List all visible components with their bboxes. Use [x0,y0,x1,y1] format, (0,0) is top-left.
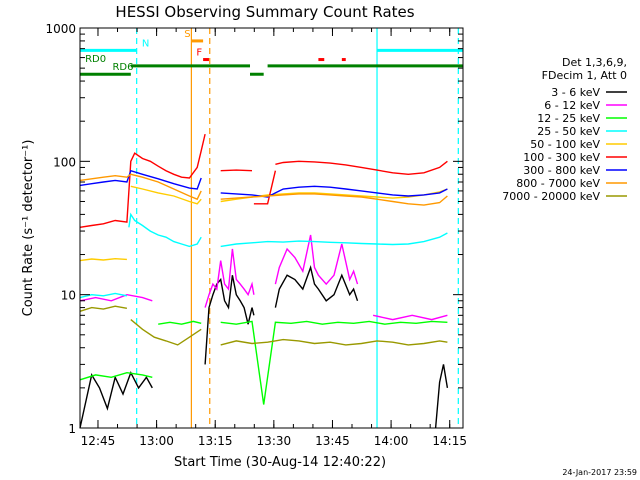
legend: Det 1,3,6,9, FDecim 1, Att 0 3 - 6 keV6 … [502,56,627,203]
x-tick-label-3: 13:30 [257,434,292,448]
series-1-segment-1 [204,248,255,308]
series-5-segment-3 [275,160,448,176]
state-marker-label-0: N [142,38,149,49]
series-4-segment-0 [79,257,127,262]
legend-label-6: 300 - 800 keV [523,164,600,177]
series-1-segment-0 [79,293,153,302]
state-marker-label-8: RD6 [112,62,133,73]
y-tick-label-0: 1 [68,422,76,436]
series-3-segment-2 [220,232,448,248]
x-axis-label: Start Time (30-Aug-14 12:40:22) [174,455,386,470]
series-2-segment-2 [220,320,448,405]
x-tick-label-4: 13:45 [315,434,350,448]
series-5-segment-0 [79,133,206,228]
legend-header-line-1: Det 1,3,6,9, [562,56,627,69]
x-tick-label-2: 13:15 [198,434,233,448]
y-tick-label-2: 100 [53,155,76,169]
series-5-segment-2 [253,170,277,205]
series-1-segment-2 [274,234,359,286]
state-marker-label-6: RD0 [85,54,106,65]
legend-label-7: 800 - 7000 keV [516,177,600,190]
legend-label-3: 25 - 50 keV [537,125,600,138]
series-8-segment-1 [130,319,202,346]
x-tick-label-0: 12:45 [81,434,116,448]
vertical-event-lines [136,28,459,428]
legend-label-5: 100 - 300 keV [523,151,600,164]
series-1-segment-3 [372,314,448,321]
legend-label-8: 7000 - 20000 keV [502,190,600,203]
series-2-segment-0 [79,371,153,381]
series-3-segment-0 [79,292,128,299]
x-axis: 12:45 13:00 13:15 13:30 13:45 14:00 14:15 [81,28,467,448]
state-marker-label-3: F [196,48,202,59]
series-3-segment-1 [128,212,202,248]
y-tick-label-1: 10 [61,289,76,303]
series-0-segment-3 [434,364,449,429]
series-8-segment-2 [220,338,448,346]
legend-label-0: 3 - 6 keV [551,86,600,99]
chart-title: HESSI Observing Summary Count Rates [115,3,414,21]
series-0-segment-1 [204,275,255,365]
state-markers: N SF RD0 RD6 [80,29,463,76]
series-5-segment-1 [220,169,253,172]
series-group [79,133,449,429]
series-2-segment-1 [158,320,202,325]
series-8-segment-0 [79,305,128,312]
legend-label-4: 50 - 100 keV [530,138,600,151]
series-7-segment-1 [220,193,448,206]
y-tick-label-3: 1000 [45,22,76,36]
x-tick-label-1: 13:00 [139,434,174,448]
y-axis: 1 10 100 1000 [45,22,463,436]
y-axis-label: Count Rate (s⁻¹ detector⁻¹) [21,140,36,317]
plot-frame [79,27,464,429]
series-4-segment-1 [130,185,202,205]
legend-label-2: 12 - 25 keV [537,112,600,125]
series-6-segment-0 [79,169,202,190]
legend-label-1: 6 - 12 keV [544,99,600,112]
x-tick-label-6: 14:15 [432,434,467,448]
legend-header-line-2: FDecim 1, Att 0 [542,69,627,82]
footer-date: 24-Jan-2017 23:59 [562,468,637,477]
x-tick-label-5: 14:00 [374,434,409,448]
series-0-segment-0 [79,370,153,429]
series-0-segment-2 [274,265,359,308]
state-marker-label-2: S [184,29,190,40]
series-7-segment-0 [79,173,202,201]
